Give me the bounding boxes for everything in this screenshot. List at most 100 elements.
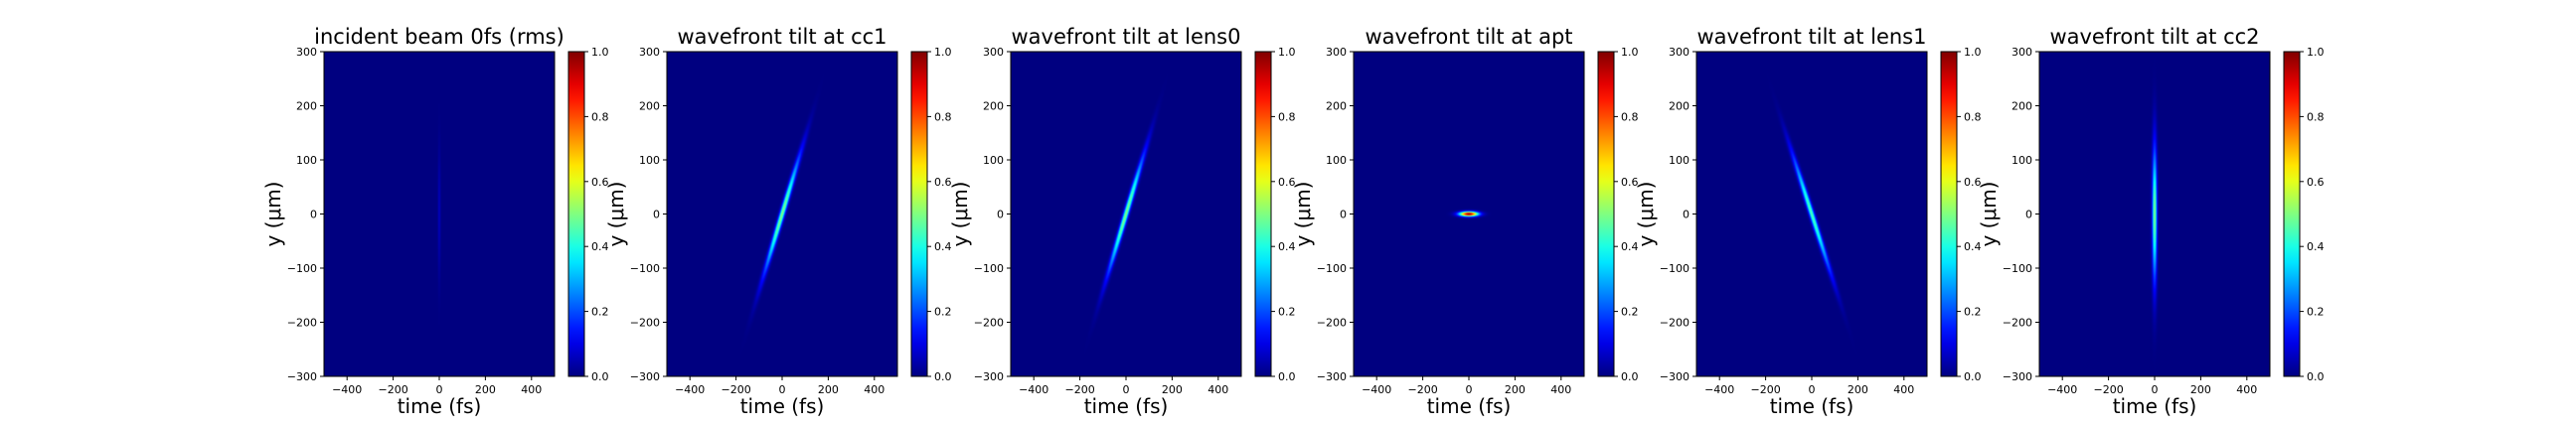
colorbar-tick-label: 0.2 [934,306,952,319]
x-tick-label: 0 [2152,383,2159,396]
colorbar-tick-label: 0.8 [591,110,609,123]
x-tick-label: 200 [2190,383,2211,396]
y-tick-label: 100 [1669,154,1690,167]
colorbar [1254,51,1272,377]
colorbar-tick-label: 0.6 [2307,176,2325,189]
x-tick-label: 0 [779,383,786,396]
panel-1: incident beam 0fs (rms) −400 −200 0 200 400 −3… [261,25,609,418]
colorbar-tick-label: 0.0 [591,370,609,383]
colorbar-tick-label: 0.6 [1964,176,1982,189]
panel-title: wavefront tilt at cc1 [677,25,886,49]
colorbar-tick-label: 1.0 [1964,46,1982,59]
y-tick-label: 300 [639,46,660,59]
y-tick-label: 0 [653,209,660,221]
colorbar [567,51,585,377]
colorbar-tick-label: 1.0 [1278,46,1296,59]
colorbar-tick-label: 0.6 [1278,176,1296,189]
y-tick-label: 200 [639,100,660,113]
x-tick-label: −200 [378,383,407,396]
colorbar-tick-label: 0.6 [1621,176,1639,189]
x-tick-label: 400 [1208,383,1228,396]
y-tick-label: −200 [1660,317,1690,330]
y-tick-label: 200 [296,100,317,113]
heatmap-image [2039,52,2270,376]
x-tick-label: 400 [864,383,885,396]
colorbar-tick-label: 0.2 [591,306,609,319]
x-tick-label: −200 [1750,383,1780,396]
colorbar-tick-label: 0.8 [2307,110,2325,123]
panel-5: wavefront tilt at lens1 −400 −200 0 200 400 −3… [1634,25,1982,418]
x-tick-label: −400 [332,383,362,396]
y-tick-label: 200 [2012,100,2032,113]
y-tick-label: 100 [639,154,660,167]
x-tick-label: 400 [1550,383,1571,396]
x-axis-label: time (fs) [740,394,825,418]
y-axis-label: y (μm) [1977,181,2001,246]
panel-4: wavefront tilt at apt −400 −200 0 200 400 −300… [1291,25,1639,418]
y-axis-label: y (μm) [604,181,628,246]
panel-title: wavefront tilt at lens0 [1012,25,1241,49]
colorbar-tick-label: 0.8 [1278,110,1296,123]
x-tick-label: −400 [1362,383,1391,396]
colorbar-tick-label: 0.4 [934,240,952,253]
colorbar-tick-label: 0.0 [1964,370,1982,383]
y-tick-label: −200 [287,317,317,330]
y-axis-label: y (μm) [1634,181,1658,246]
colorbar-tick-label: 0.4 [2307,240,2325,253]
y-tick-label: −200 [974,317,1004,330]
x-tick-label: 200 [818,383,839,396]
colorbar-tick-label: 0.0 [1621,370,1639,383]
x-axis-label: time (fs) [398,394,482,418]
colorbar-tick-label: 0.2 [2307,306,2325,319]
x-tick-label: 200 [475,383,496,396]
y-axis-label: y (μm) [948,181,972,246]
y-tick-label: 0 [1683,209,1690,221]
colorbar [910,51,928,377]
colorbar-tick-label: 1.0 [934,46,952,59]
y-tick-label: −300 [1317,370,1347,383]
y-tick-label: −100 [1660,262,1690,275]
x-tick-label: 200 [1505,383,1526,396]
y-tick-label: 0 [2025,209,2032,221]
panel-6: wavefront tilt at cc2 −400 −200 0 200 400 −300… [1977,25,2325,418]
colorbar-tick-label: 0.2 [1621,306,1639,319]
colorbar-tick-label: 0.8 [934,110,952,123]
y-tick-label: 0 [997,209,1004,221]
y-tick-label: −200 [2003,317,2032,330]
colorbar-tick-label: 0.6 [591,176,609,189]
x-tick-label: −400 [1019,383,1048,396]
colorbar-tick-label: 0.8 [1621,110,1639,123]
y-tick-label: −100 [287,262,317,275]
y-tick-label: 300 [2012,46,2032,59]
x-axis-label: time (fs) [1427,394,1512,418]
y-tick-label: 100 [296,154,317,167]
y-tick-label: 0 [310,209,317,221]
colorbar [1940,51,1958,377]
colorbar-tick-label: 0.6 [934,176,952,189]
x-tick-label: 0 [436,383,443,396]
x-tick-label: 0 [1809,383,1816,396]
colorbar-tick-label: 0.4 [1964,240,1982,253]
x-tick-label: −200 [2093,383,2123,396]
y-tick-label: −200 [630,317,660,330]
colorbar [2283,51,2301,377]
colorbar [1597,51,1615,377]
heatmap-image [324,52,555,376]
x-tick-label: 200 [1162,383,1183,396]
colorbar-tick-label: 0.0 [1278,370,1296,383]
y-tick-label: −100 [630,262,660,275]
colorbar-tick-label: 0.4 [1621,240,1639,253]
y-axis-label: y (μm) [261,181,285,246]
panel-title: incident beam 0fs (rms) [314,25,564,49]
y-tick-label: −300 [974,370,1004,383]
panel-title: wavefront tilt at cc2 [2049,25,2259,49]
y-tick-label: 200 [1669,100,1690,113]
x-tick-label: −400 [2047,383,2077,396]
y-tick-label: 200 [1326,100,1347,113]
y-tick-label: 300 [1326,46,1347,59]
heatmap-image [667,52,897,376]
panel-2: wavefront tilt at cc1 −400 −200 0 200 400 −300… [604,25,952,418]
colorbar-tick-label: 0.8 [1964,110,1982,123]
heatmap-image [1354,52,1584,376]
colorbar-tick-label: 0.4 [591,240,609,253]
